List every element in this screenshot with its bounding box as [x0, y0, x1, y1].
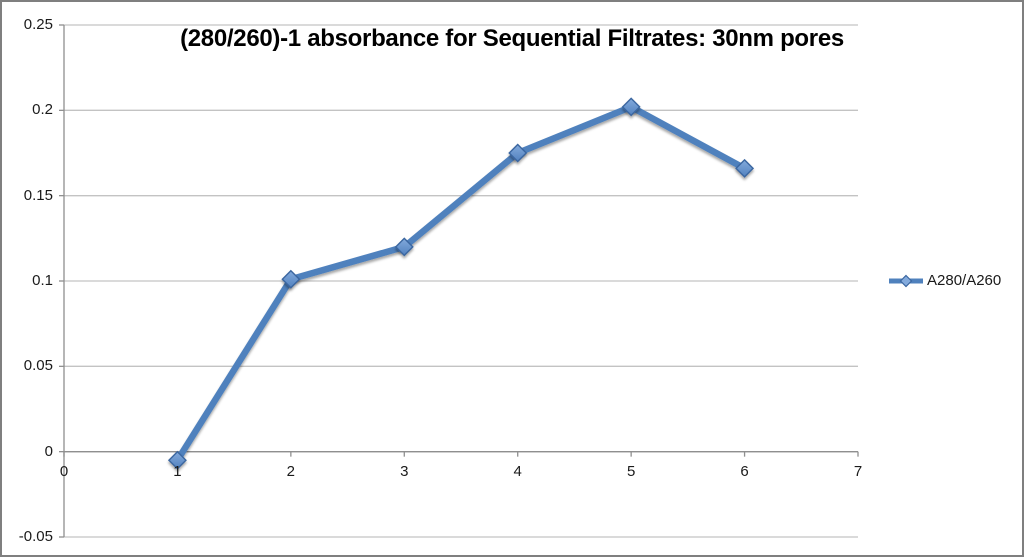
- x-tick-label: 0: [59, 462, 69, 480]
- y-tick-label: 0: [44, 442, 53, 460]
- series-a280-a260: [167, 97, 755, 470]
- x-tick-label: 1: [173, 462, 182, 480]
- chart-title: (280/260)-1 absorbance for Sequential Fi…: [180, 25, 844, 52]
- y-tick-label: 0.2: [32, 101, 53, 119]
- axes: [59, 24, 859, 538]
- data-line: [174, 103, 748, 464]
- x-tick-label: 4: [513, 462, 522, 480]
- data-point-marker: [735, 158, 755, 178]
- y-tick-label: -0.05: [18, 528, 53, 545]
- legend-line-marker-icon: [889, 274, 923, 287]
- x-tick-label: 2: [286, 462, 296, 480]
- y-tick-label: 0.25: [23, 16, 53, 33]
- data-point-marker: [621, 97, 641, 117]
- legend: A280/A260: [888, 272, 1001, 289]
- data-point-marker: [281, 269, 301, 289]
- y-tick-label: 0.05: [23, 357, 53, 375]
- legend-label: A280/A260: [927, 272, 1002, 289]
- x-tick-label: 3: [400, 462, 409, 480]
- data-point-marker: [508, 143, 528, 163]
- x-tick-label: 7: [853, 462, 863, 480]
- data-point-marker: [394, 237, 414, 257]
- y-tick-label: 0.15: [23, 186, 53, 204]
- x-tick-label: 5: [626, 462, 636, 480]
- y-tick-label: 0.1: [32, 272, 53, 289]
- x-tick-label: 6: [740, 462, 749, 480]
- data-point-marker: [167, 450, 187, 470]
